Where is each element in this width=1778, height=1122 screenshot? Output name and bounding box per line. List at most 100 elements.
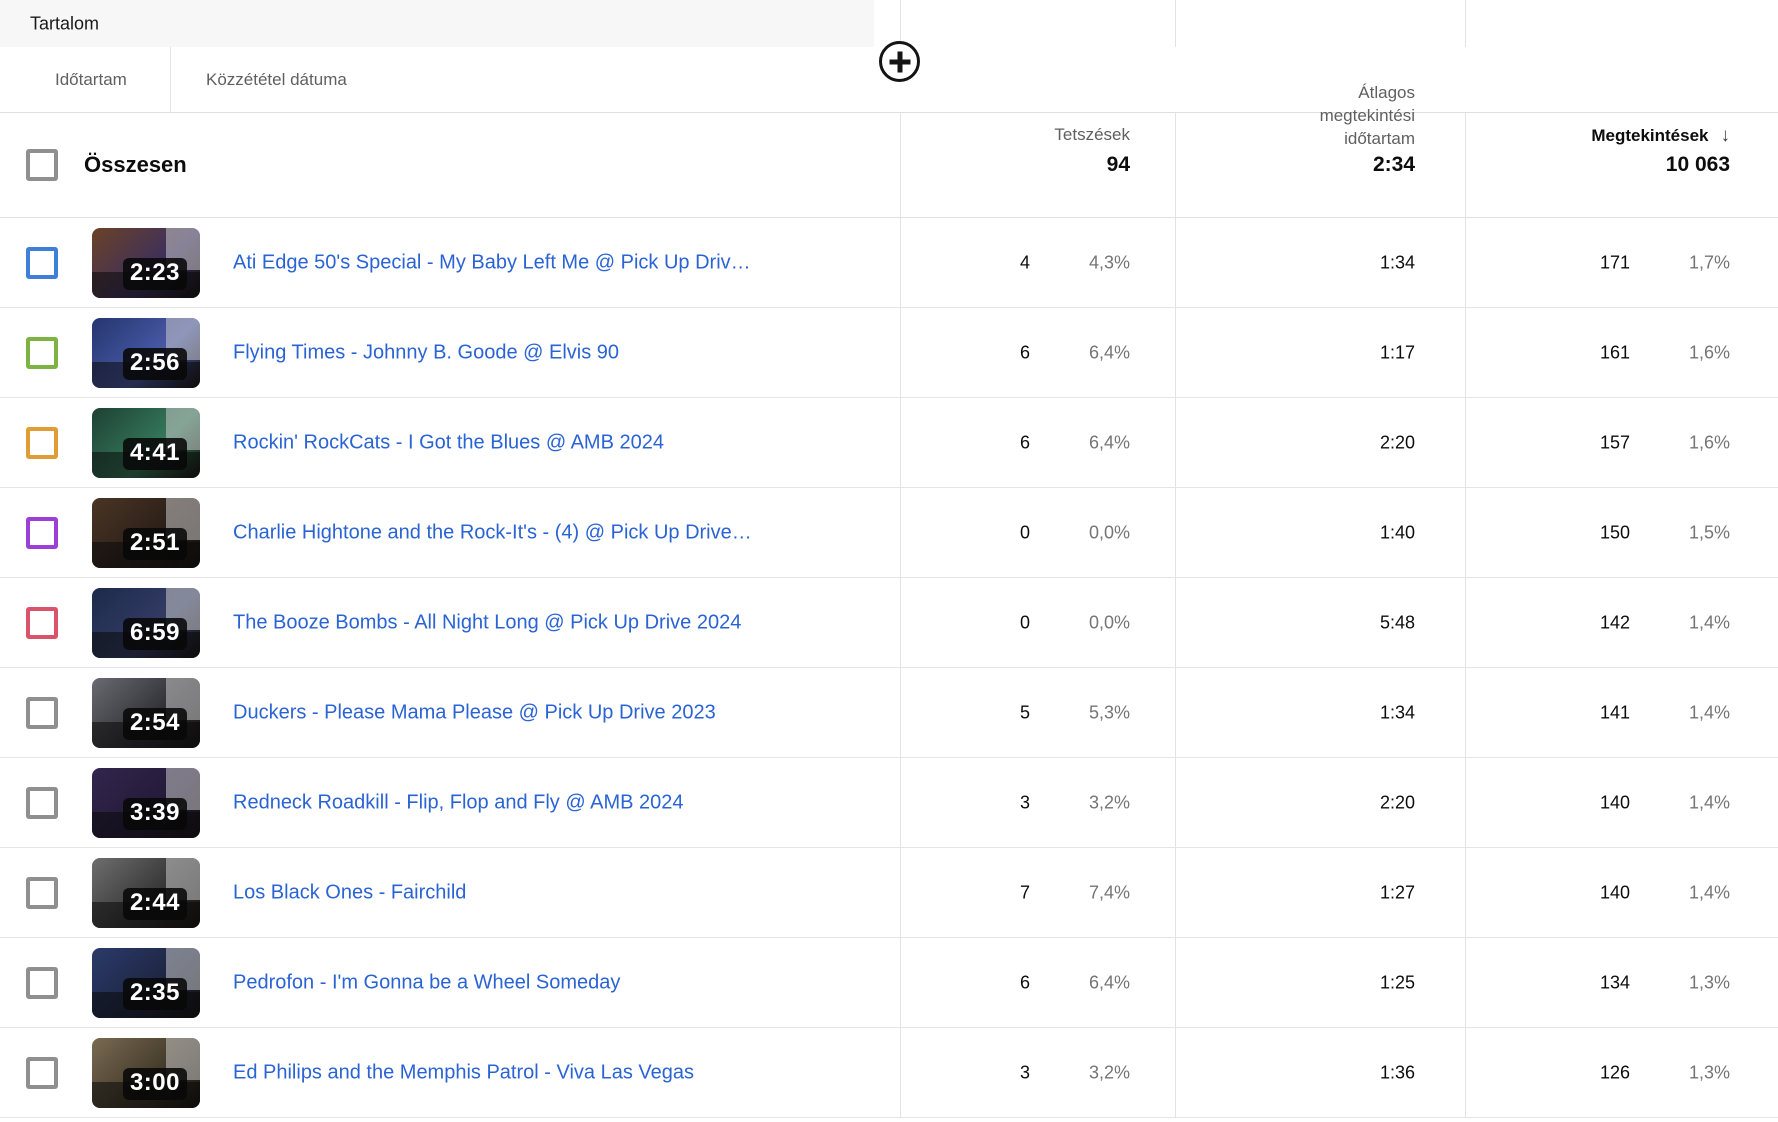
table-row: 3:00 Ed Philips and the Memphis Patrol -…: [0, 1028, 1778, 1118]
duration-badge: 2:51: [122, 528, 187, 560]
video-title-link[interactable]: Charlie Hightone and the Rock-It's - (4)…: [233, 521, 752, 543]
row-checkbox[interactable]: [26, 336, 58, 369]
avg-view-duration-value: 1:34: [1379, 252, 1415, 272]
views-percent: 1,6%: [1688, 432, 1730, 452]
views-percent: 1,3%: [1688, 972, 1730, 992]
views-value: 141: [1599, 702, 1630, 722]
select-all-checkbox[interactable]: [26, 149, 58, 181]
likes-value: 6: [1019, 342, 1030, 362]
duration-badge: 2:44: [122, 888, 187, 920]
likes-value: 6: [1019, 432, 1030, 452]
views-value: 157: [1599, 432, 1630, 452]
video-thumbnail[interactable]: 3:39: [92, 768, 200, 838]
duration-badge: 2:54: [122, 708, 187, 740]
row-checkbox[interactable]: [26, 966, 58, 999]
views-percent: 1,3%: [1688, 1062, 1730, 1082]
video-thumbnail[interactable]: 2:23: [92, 228, 200, 298]
video-thumbnail[interactable]: 4:41: [92, 408, 200, 478]
filter-divider: [170, 47, 171, 113]
column-divider: [1465, 0, 1466, 1118]
duration-badge: 6:59: [122, 618, 187, 650]
row-checkbox[interactable]: [26, 786, 58, 819]
avg-view-duration-value: 1:25: [1379, 972, 1415, 992]
table-row: 2:54 Duckers - Please Mama Please @ Pick…: [0, 668, 1778, 758]
column-header-likes[interactable]: Tetszések: [1054, 125, 1130, 144]
likes-percent: 5,3%: [1088, 702, 1130, 722]
likes-value: 3: [1019, 1062, 1030, 1082]
duration-badge: 2:35: [122, 978, 187, 1010]
duration-badge: 4:41: [122, 438, 187, 470]
video-title-link[interactable]: Los Black Ones - Fairchild: [233, 881, 467, 903]
column-divider: [1175, 0, 1176, 1118]
video-title-link[interactable]: Duckers - Please Mama Please @ Pick Up D…: [233, 701, 716, 723]
table-row: 2:23 Ati Edge 50's Special - My Baby Lef…: [0, 218, 1778, 308]
video-rows: 2:23 Ati Edge 50's Special - My Baby Lef…: [0, 218, 1778, 1118]
likes-percent: 6,4%: [1088, 972, 1130, 992]
filter-publish-date[interactable]: Közzététel dátuma: [206, 69, 347, 89]
page-title: Tartalom: [30, 13, 100, 33]
video-title-link[interactable]: Pedrofon - I'm Gonna be a Wheel Someday: [233, 971, 621, 993]
video-title-link[interactable]: Flying Times - Johnny B. Goode @ Elvis 9…: [233, 341, 620, 363]
add-metric-button[interactable]: [879, 41, 920, 82]
views-percent: 1,4%: [1688, 702, 1730, 722]
likes-percent: 3,2%: [1088, 792, 1130, 812]
video-title-link[interactable]: The Booze Bombs - All Night Long @ Pick …: [233, 611, 742, 633]
duration-badge: 2:56: [122, 348, 187, 380]
filter-duration[interactable]: Időtartam: [55, 69, 127, 89]
likes-value: 7: [1019, 882, 1030, 902]
avg-view-duration-value: 5:48: [1379, 612, 1415, 632]
views-percent: 1,7%: [1688, 252, 1730, 272]
row-checkbox[interactable]: [26, 1056, 58, 1089]
video-thumbnail[interactable]: 3:00: [92, 1038, 200, 1108]
column-header-avg-view-duration[interactable]: Átlagos megtekintési időtartam: [1319, 83, 1415, 148]
avg-view-duration-value: 1:40: [1379, 522, 1415, 542]
video-thumbnail[interactable]: 2:54: [92, 678, 200, 748]
likes-value: 0: [1019, 612, 1030, 632]
row-checkbox[interactable]: [26, 876, 58, 909]
avg-view-duration-value: 1:34: [1379, 702, 1415, 722]
duration-badge: 3:00: [122, 1068, 187, 1100]
views-percent: 1,5%: [1688, 522, 1730, 542]
likes-value: 3: [1019, 792, 1030, 812]
row-checkbox[interactable]: [26, 246, 58, 279]
video-title-link[interactable]: Ati Edge 50's Special - My Baby Left Me …: [233, 251, 751, 273]
views-value: 171: [1599, 252, 1630, 272]
video-thumbnail[interactable]: 2:44: [92, 858, 200, 928]
avg-view-duration-value: 2:20: [1379, 792, 1415, 812]
row-checkbox[interactable]: [26, 606, 58, 639]
duration-badge: 3:39: [122, 798, 187, 830]
row-checkbox[interactable]: [26, 516, 58, 549]
likes-percent: 0,0%: [1088, 522, 1130, 542]
table-row: 4:41 Rockin' RockCats - I Got the Blues …: [0, 398, 1778, 488]
views-percent: 1,4%: [1688, 612, 1730, 632]
video-thumbnail[interactable]: 6:59: [92, 588, 200, 658]
views-percent: 1,4%: [1688, 882, 1730, 902]
views-percent: 1,6%: [1688, 342, 1730, 362]
avg-view-duration-value: 1:27: [1379, 882, 1415, 902]
likes-percent: 6,4%: [1088, 432, 1130, 452]
row-checkbox[interactable]: [26, 426, 58, 459]
video-thumbnail[interactable]: 2:56: [92, 318, 200, 388]
views-value: 126: [1599, 1062, 1630, 1082]
likes-percent: 6,4%: [1088, 342, 1130, 362]
views-value: 134: [1599, 972, 1630, 992]
views-value: 142: [1599, 612, 1630, 632]
likes-value: 5: [1019, 702, 1030, 722]
video-thumbnail[interactable]: 2:51: [92, 498, 200, 568]
likes-percent: 7,4%: [1088, 882, 1130, 902]
views-value: 140: [1599, 882, 1630, 902]
table-row: 2:56 Flying Times - Johnny B. Goode @ El…: [0, 308, 1778, 398]
video-thumbnail[interactable]: 2:35: [92, 948, 200, 1018]
video-title-link[interactable]: Redneck Roadkill - Flip, Flop and Fly @ …: [233, 791, 684, 813]
row-checkbox[interactable]: [26, 696, 58, 729]
table-row: 2:51 Charlie Hightone and the Rock-It's …: [0, 488, 1778, 578]
column-header-views[interactable]: Megtekintések ↓: [1591, 125, 1730, 146]
video-title-link[interactable]: Rockin' RockCats - I Got the Blues @ AMB…: [233, 431, 664, 453]
totals-likes: 94: [1106, 153, 1130, 176]
table-row: 2:35 Pedrofon - I'm Gonna be a Wheel Som…: [0, 938, 1778, 1028]
views-value: 150: [1599, 522, 1630, 542]
avg-view-duration-value: 1:36: [1379, 1062, 1415, 1082]
views-percent: 1,4%: [1688, 792, 1730, 812]
video-title-link[interactable]: Ed Philips and the Memphis Patrol - Viva…: [233, 1061, 694, 1083]
likes-value: 0: [1019, 522, 1030, 542]
